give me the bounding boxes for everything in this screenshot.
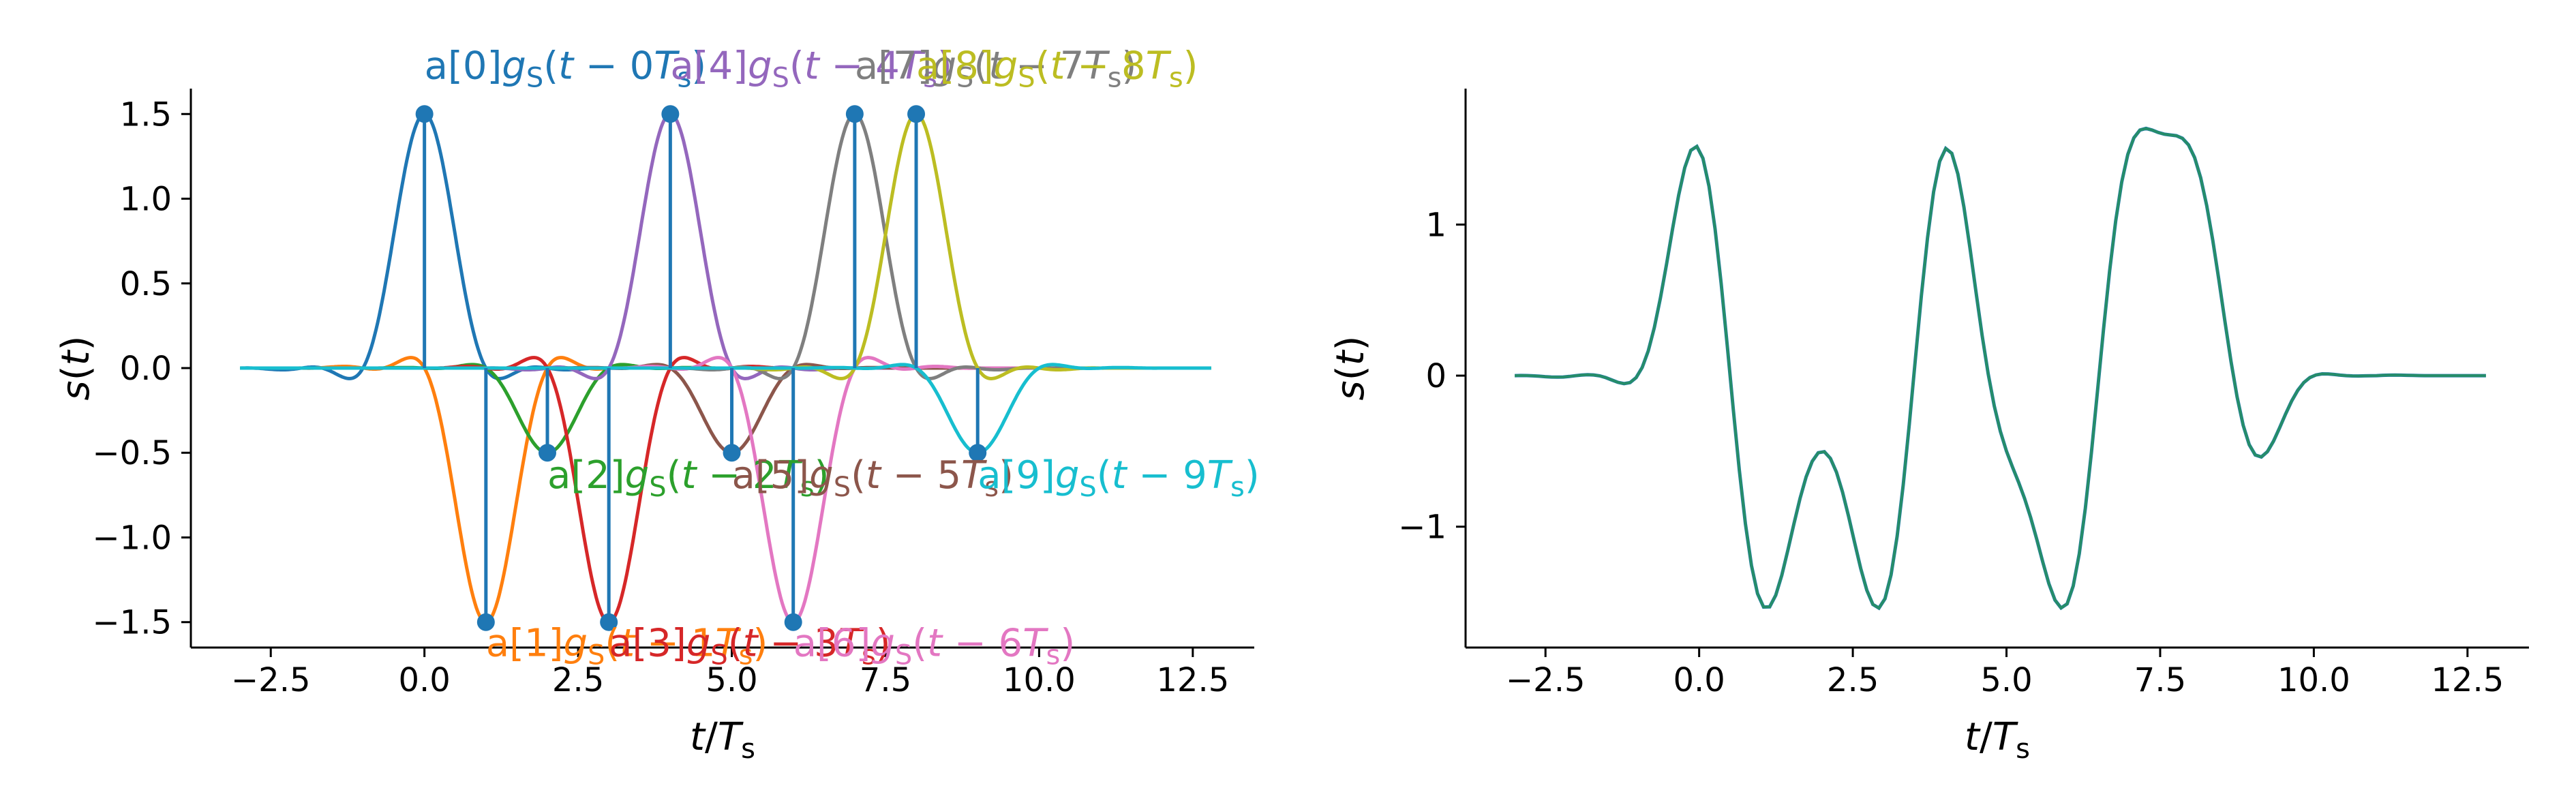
- left-axes: −2.5 0.0 2.5 5.0 7.5 10.0 12.5 1.5 1.0 0.5 0.0 −0.5…: [54, 89, 1254, 765]
- right-x-tick-label: 12.5: [2431, 661, 2504, 699]
- left-x-tick-label: −2.5: [231, 661, 311, 699]
- pulse-label-8: a[8]gS(t − 8Ts): [916, 44, 1198, 93]
- left-panel: −2.5 0.0 2.5 5.0 7.5 10.0 12.5 1.5 1.0 0.5 0.0 −0.5…: [54, 44, 1260, 765]
- pulse-annotations: a[0]gS(t − 0Ts) a[1]gS(t − 1Ts) a[2]gS(t −…: [425, 44, 1260, 671]
- right-axes: −2.5 0.0 2.5 5.0 7.5 10.0 12.5 1 0 −1 t/Ts s(t): [1329, 89, 2529, 765]
- pulse-curves: [239, 112, 1211, 624]
- pulse-curve-5: [240, 363, 1211, 455]
- stem-marker-1: [476, 613, 495, 631]
- left-y-tick-label: −1.5: [92, 604, 172, 642]
- right-x-tick-label: 0.0: [1673, 661, 1725, 699]
- right-x-tick-label: 5.0: [1980, 661, 2032, 699]
- left-x-tick-label: 0.0: [398, 661, 450, 699]
- right-y-tick-label: 0: [1425, 357, 1446, 395]
- left-y-tick-label: −1.0: [92, 519, 172, 557]
- stem-marker-0: [415, 105, 434, 123]
- right-y-tick-label: 1: [1425, 206, 1446, 244]
- stem-marker-3: [600, 613, 618, 631]
- pulse-label-3: a[3]gS(t − 3Ts): [609, 622, 890, 671]
- right-x-tick-label: 2.5: [1827, 661, 1879, 699]
- left-y-tick-label: 1.0: [120, 181, 172, 219]
- stem-marker-4: [661, 105, 680, 123]
- stem-marker-9: [969, 444, 987, 462]
- left-y-axis-title: s(t): [54, 336, 98, 401]
- pulse-label-9: a[9]gS(t − 9Ts): [978, 453, 1259, 503]
- pulse-curve-4: [240, 112, 1211, 381]
- left-x-tick-label: 2.5: [552, 661, 604, 699]
- pulse-label-0: a[0]gS(t − 0Ts): [425, 44, 706, 93]
- left-x-tick-label: 12.5: [1156, 661, 1229, 699]
- pulse-label-6: a[6]gS(t − 6Ts): [793, 622, 1075, 671]
- pulse-label-4: a[4]gS(t − 4Ts): [670, 44, 952, 93]
- pulse-label-5: a[5]gS(t − 5Ts): [732, 453, 1014, 503]
- right-x-tick-label: 10.0: [2277, 661, 2350, 699]
- left-x-tick-label: 5.0: [706, 661, 757, 699]
- right-y-axis-title: s(t): [1329, 336, 1373, 401]
- pulse-curve-2: [240, 363, 1211, 455]
- left-x-tick-label: 10.0: [1003, 661, 1076, 699]
- stem-marker-6: [784, 613, 802, 631]
- stem-marker-2: [539, 444, 557, 462]
- pulse-label-1: a[1]gS(t − 1Ts): [486, 622, 768, 671]
- left-y-tick-label: −0.5: [92, 434, 172, 472]
- right-x-tick-label: 7.5: [2134, 661, 2186, 699]
- sum-signal-curve: [1515, 126, 2486, 611]
- stem-marker-5: [723, 444, 741, 462]
- left-y-tick-label: 1.5: [120, 95, 172, 134]
- sum-signal-line-a: [1515, 126, 2486, 611]
- left-y-tick-label: 0.0: [120, 350, 172, 388]
- pulse-curve-8: [240, 112, 1211, 381]
- left-y-tick-label: 0.5: [120, 265, 172, 303]
- stem-markers: [415, 105, 987, 631]
- left-x-tick-label: 7.5: [860, 661, 911, 699]
- right-x-tick-label: −2.5: [1506, 661, 1586, 699]
- stem-marker-8: [907, 105, 926, 123]
- right-x-axis-title: t/Ts: [1965, 715, 2030, 765]
- pulse-curve-9: [240, 363, 1211, 455]
- pulse-curve-7: [240, 112, 1211, 381]
- pulse-curve-0: [239, 112, 1211, 380]
- sum-signal-line-b: [1515, 127, 2486, 610]
- right-y-tick-label: −1: [1398, 508, 1446, 547]
- left-x-axis-title: t/Ts: [690, 715, 755, 765]
- right-panel: −2.5 0.0 2.5 5.0 7.5 10.0 12.5 1 0 −1 t/Ts s(t): [1329, 89, 2529, 765]
- pulse-label-2: a[2]gS(t − 2Ts): [547, 453, 829, 503]
- stem-marker-7: [845, 105, 864, 123]
- pulse-label-7: a[7]gS(t − 7Ts): [855, 44, 1136, 93]
